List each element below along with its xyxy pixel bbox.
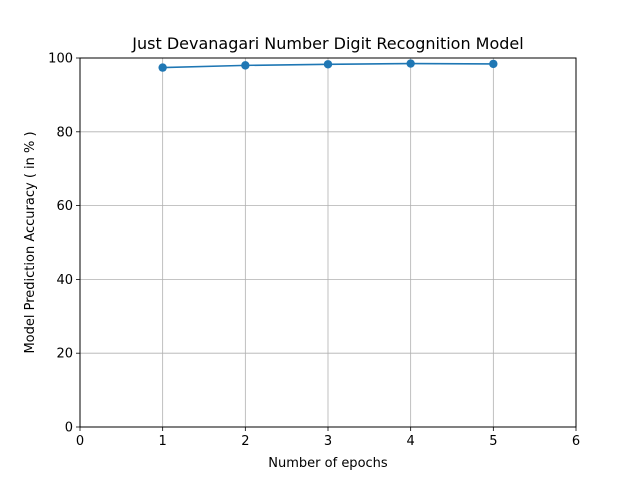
y-tick-label: 20 <box>56 347 73 362</box>
data-point <box>489 59 498 69</box>
x-tick-label: 0 <box>76 434 84 449</box>
y-tick-label: 80 <box>56 125 73 140</box>
y-axis-label: Model Prediction Accuracy ( in % ) <box>23 131 38 353</box>
x-tick-label: 1 <box>159 434 167 449</box>
y-tick-label: 0 <box>65 421 73 436</box>
x-tick-label: 2 <box>241 434 249 449</box>
y-tick-label: 40 <box>56 273 73 288</box>
chart-title: Just Devanagari Number Digit Recognition… <box>131 34 523 53</box>
x-tick-label: 3 <box>324 434 332 449</box>
y-tick-label: 60 <box>56 199 73 214</box>
data-point <box>241 61 250 70</box>
data-point <box>158 63 167 72</box>
series-layer <box>158 59 498 72</box>
data-point <box>323 60 333 69</box>
x-tick-label: 4 <box>407 434 415 449</box>
x-tick-label: 5 <box>489 434 497 449</box>
x-tick-label: 6 <box>572 434 580 449</box>
x-axis-label: Number of epochs <box>268 456 388 471</box>
data-point <box>406 59 415 68</box>
y-tick-label: 100 <box>48 52 73 67</box>
